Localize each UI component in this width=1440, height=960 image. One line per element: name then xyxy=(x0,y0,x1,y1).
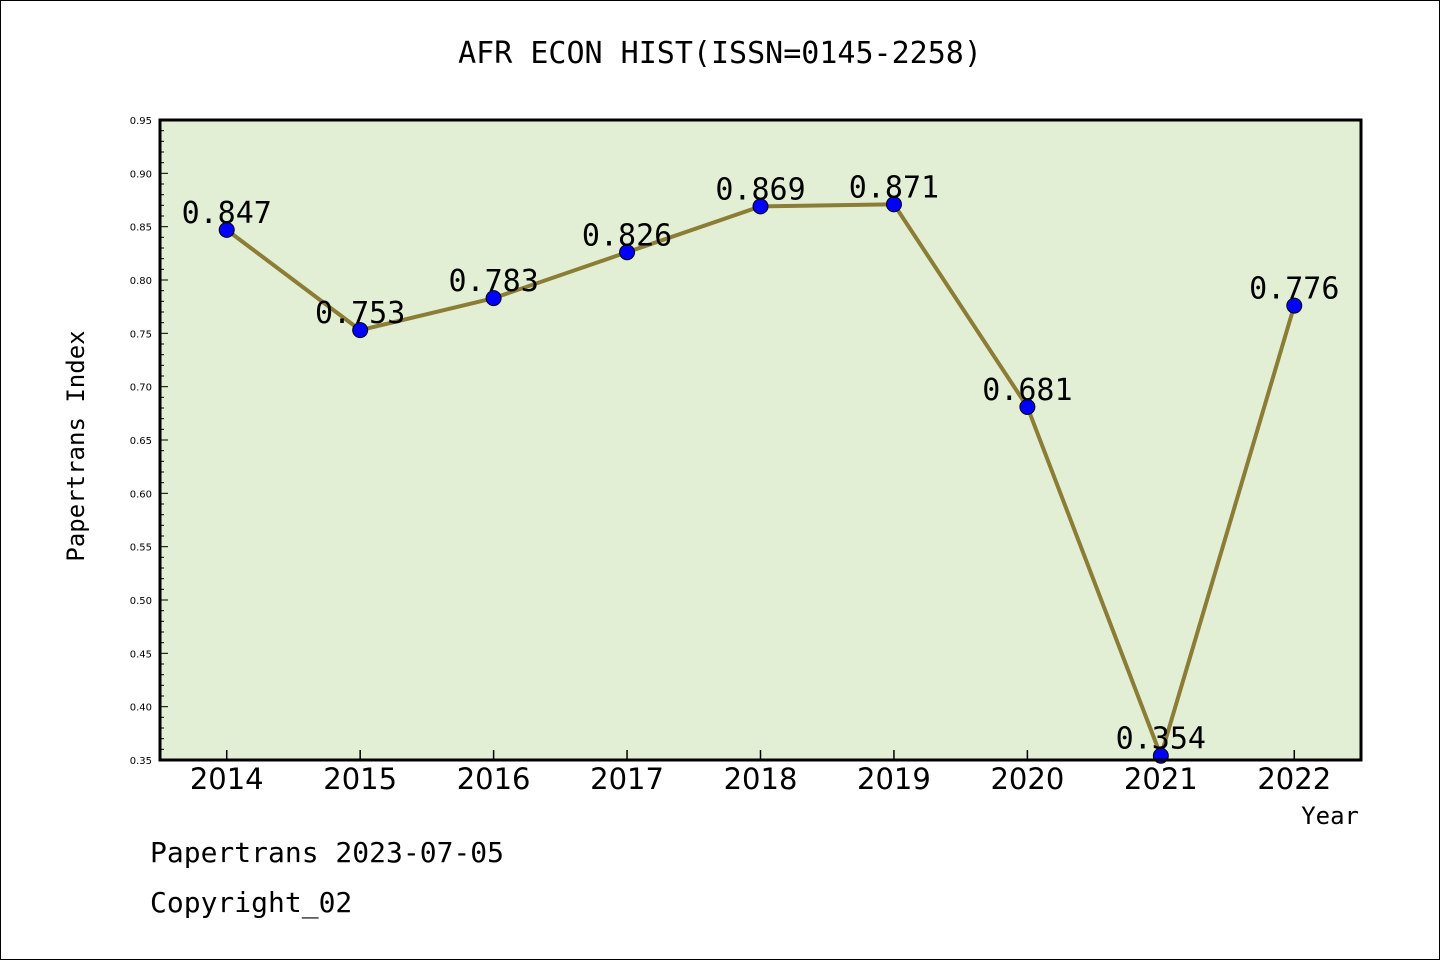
y-tick-label: 0.65 xyxy=(130,436,152,447)
y-axis-label: Papertrans Index xyxy=(62,330,90,561)
y-tick-label: 0.75 xyxy=(130,329,152,340)
x-tick-label: 2017 xyxy=(590,762,664,796)
data-point xyxy=(1019,398,1036,415)
y-tick-label: 0.80 xyxy=(130,276,152,287)
x-tick-label: 2014 xyxy=(190,762,264,796)
data-point xyxy=(1286,297,1303,314)
y-tick-label: 0.50 xyxy=(130,596,152,607)
data-label: 0.783 xyxy=(448,264,538,299)
x-tick-label: 2016 xyxy=(457,762,531,796)
data-label: 0.847 xyxy=(182,196,272,231)
data-label: 0.354 xyxy=(1116,722,1206,757)
x-tick-label: 2019 xyxy=(857,762,931,796)
data-point xyxy=(752,198,769,215)
x-axis-label: Year xyxy=(1301,802,1359,830)
x-tick-label: 2018 xyxy=(724,762,798,796)
y-tick-label: 0.95 xyxy=(130,116,152,127)
data-point xyxy=(619,244,636,261)
x-tick-label: 2015 xyxy=(323,762,397,796)
data-point xyxy=(885,196,902,213)
x-tick-label: 2022 xyxy=(1257,762,1331,796)
y-tick-label: 0.40 xyxy=(130,703,152,714)
data-point xyxy=(218,221,235,238)
plot-border xyxy=(158,118,1363,762)
y-tick-label: 0.35 xyxy=(130,756,152,767)
data-label: 0.681 xyxy=(982,373,1072,408)
y-tick-label: 0.45 xyxy=(130,649,152,660)
y-tick-label: 0.60 xyxy=(130,489,152,500)
x-tick-label: 2020 xyxy=(990,762,1064,796)
footer-date-text: Papertrans 2023-07-05 xyxy=(150,836,505,869)
data-label: 0.753 xyxy=(315,296,405,331)
x-tick-label: 2021 xyxy=(1124,762,1198,796)
y-tick-label: 0.90 xyxy=(130,169,152,180)
footer-copyright-text: Copyright_02 xyxy=(150,886,353,919)
data-label: 0.871 xyxy=(849,170,939,205)
chart-title: AFR ECON HIST(ISSN=0145-2258) xyxy=(458,36,982,71)
plot-area xyxy=(160,120,1361,760)
y-tick-label: 0.70 xyxy=(130,383,152,394)
y-tick-label: 0.85 xyxy=(130,223,152,234)
data-point xyxy=(352,322,369,339)
data-label: 0.826 xyxy=(582,218,672,253)
data-label: 0.776 xyxy=(1249,272,1339,307)
data-label: 0.869 xyxy=(715,172,805,207)
data-point xyxy=(485,290,502,307)
y-tick-label: 0.55 xyxy=(130,543,152,554)
